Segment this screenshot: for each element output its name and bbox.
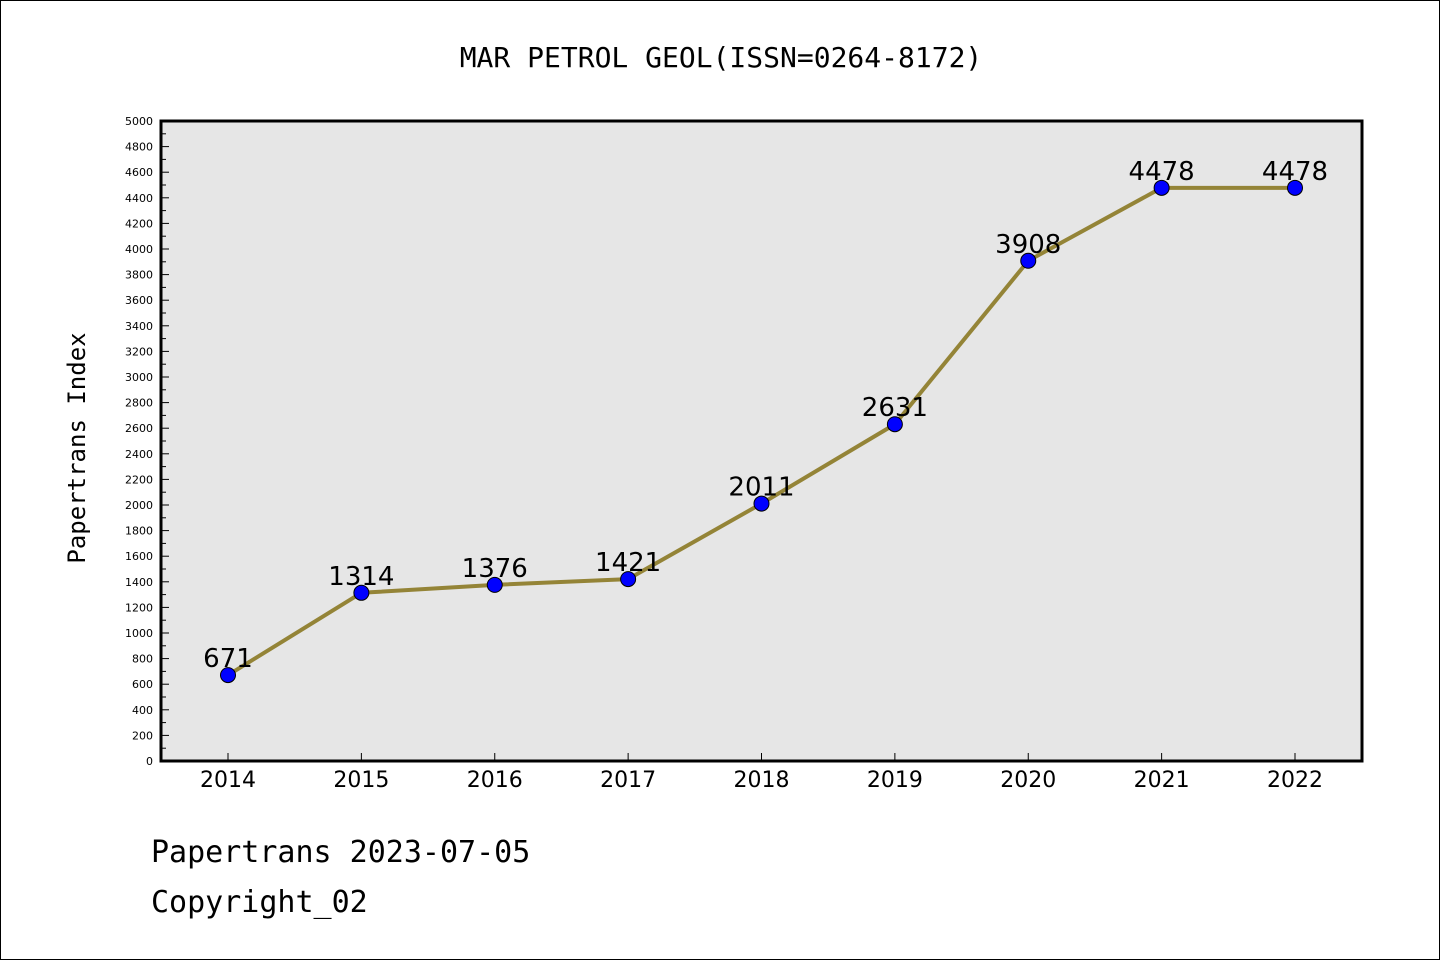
- y-tick-label: 200: [132, 729, 153, 742]
- data-point: [353, 584, 370, 601]
- x-tick-label: 2019: [867, 768, 923, 793]
- y-tick-label: 3400: [125, 320, 153, 333]
- data-label: 2631: [862, 393, 928, 423]
- y-tick-label: 1200: [125, 601, 153, 614]
- x-tick-label: 2021: [1134, 768, 1190, 793]
- y-tick-label: 600: [132, 678, 153, 691]
- x-tick-label: 2017: [600, 768, 656, 793]
- y-tick-label: 3000: [125, 371, 153, 384]
- data-point: [620, 571, 637, 588]
- data-label: 4478: [1129, 157, 1195, 187]
- plot-area: [159, 119, 1364, 763]
- y-axis: 0 200 400 600 800 1000 1200 1400 1600 1800 2000 220…: [125, 115, 169, 768]
- footer-copyright: Copyright_02: [151, 885, 368, 920]
- footer-source-date: Papertrans 2023-07-05: [151, 835, 531, 870]
- y-tick-label: 2800: [125, 397, 153, 410]
- y-tick-label: 1400: [125, 576, 153, 589]
- y-tick-label: 4600: [125, 166, 153, 179]
- y-tick-label: 1800: [125, 525, 153, 538]
- data-point: [1287, 179, 1303, 196]
- y-tick-label: 2000: [125, 499, 153, 512]
- y-axis-title: Papertrans Index: [63, 332, 91, 563]
- y-tick-label: 1600: [125, 550, 153, 563]
- x-axis: 2014 2015 2016 2017 2018 2019 2020 2021 2022: [200, 753, 1323, 793]
- data-label: 3908: [995, 230, 1061, 260]
- y-tick-label: 400: [132, 704, 153, 717]
- y-tick-label: 4000: [125, 243, 153, 256]
- data-point: [486, 576, 503, 593]
- y-tick-label: 2600: [125, 422, 153, 435]
- y-tick-label: 3200: [125, 345, 153, 358]
- y-tick-label: 4800: [125, 141, 153, 154]
- y-tick-label: 5000: [125, 115, 153, 128]
- data-point: [753, 495, 770, 512]
- y-tick-label: 1000: [125, 627, 153, 640]
- y-tick-label: 2400: [125, 448, 153, 461]
- data-label: 671: [203, 644, 253, 674]
- data-point: [1153, 179, 1170, 196]
- data-point: [1020, 252, 1037, 269]
- data-label: 4478: [1262, 157, 1328, 187]
- y-tick-label: 3800: [125, 269, 153, 282]
- y-tick-label: 2200: [125, 473, 153, 486]
- data-label: 1376: [462, 554, 528, 584]
- x-tick-label: 2014: [200, 768, 256, 793]
- data-label: 1314: [328, 562, 394, 592]
- data-point: [886, 416, 903, 433]
- x-tick-label: 2020: [1000, 768, 1056, 793]
- chart-title: MAR PETROL GEOL(ISSN=0264-8172): [460, 41, 983, 74]
- data-point: [220, 667, 236, 684]
- data-label: 1421: [595, 548, 661, 578]
- x-tick-label: 2022: [1267, 768, 1323, 793]
- data-label: 2011: [728, 473, 794, 503]
- series-layer: [220, 179, 1303, 684]
- y-tick-label: 3600: [125, 294, 153, 307]
- y-tick-label: 4200: [125, 217, 153, 230]
- x-tick-label: 2015: [333, 768, 389, 793]
- y-tick-label: 4400: [125, 192, 153, 205]
- y-tick-label: 0: [146, 755, 153, 768]
- data-labels: 671 1314 1376 1421 2011 2631 3908 4478 4478: [203, 157, 1328, 674]
- y-tick-label: 800: [132, 653, 153, 666]
- x-tick-label: 2016: [467, 768, 523, 793]
- x-tick-label: 2018: [734, 768, 790, 793]
